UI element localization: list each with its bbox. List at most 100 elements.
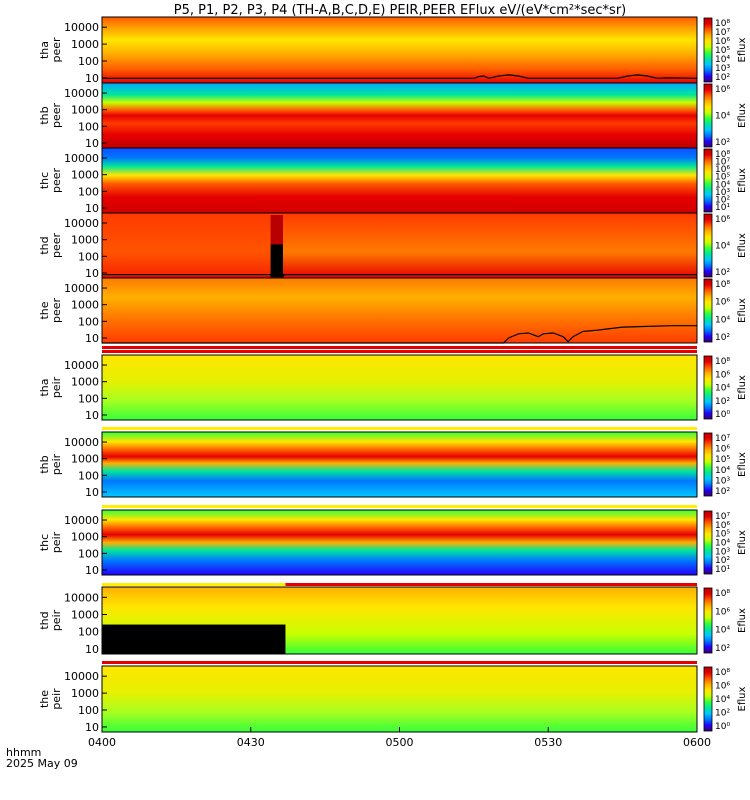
panel-frame xyxy=(101,277,698,344)
y-tick-label: 100 xyxy=(78,185,99,198)
colorbar-tick-label: 10³ xyxy=(715,188,730,198)
colorbar-label: Eflux xyxy=(737,103,748,128)
colorbar-tick-label: 10⁷ xyxy=(715,512,730,522)
x-tick-label: 0600 xyxy=(683,736,711,749)
colorbar xyxy=(703,432,713,497)
mode-bar xyxy=(102,505,697,508)
y-tick-label: 1000 xyxy=(71,38,99,51)
colorbar-tick-label: 10⁵ xyxy=(715,530,730,540)
colorbar-tick-label: 10² xyxy=(715,644,730,654)
colorbar-tick-label: 10⁰ xyxy=(715,722,730,732)
colorbar-label: Eflux xyxy=(737,375,748,400)
colorbar-tick-label: 10⁴ xyxy=(715,112,730,122)
colorbar xyxy=(703,278,713,343)
colorbar-tick-label: 10⁴ xyxy=(715,55,730,65)
colorbar-tick-label: 10³ xyxy=(715,64,730,74)
y-axis-label: thdpeir xyxy=(38,609,63,631)
colorbar-tick-label: 10² xyxy=(715,709,730,719)
y-tick-label: 10 xyxy=(85,267,99,280)
colorbar-tick-label: 10¹ xyxy=(715,203,730,213)
colorbar-tick-label: 10⁶ xyxy=(715,370,730,380)
y-tick-label: 1000 xyxy=(71,376,99,389)
colorbar xyxy=(703,17,713,83)
y-tick-label: 10000 xyxy=(64,436,99,449)
spectrogram-image xyxy=(102,17,697,83)
y-tick-label: 10 xyxy=(85,409,99,422)
spectrogram-image xyxy=(102,355,697,420)
colorbar-tick-label: 10² xyxy=(715,195,730,205)
y-tick-label: 10000 xyxy=(64,514,99,527)
y-tick-label: 10000 xyxy=(64,591,99,604)
colorbar-tick-label: 10⁶ xyxy=(715,215,730,225)
mode-bar-red xyxy=(285,583,697,586)
potential-line xyxy=(102,325,697,344)
colorbar-tick-label: 10⁴ xyxy=(715,695,730,705)
panel-thc-peir: 10000 1000 100 10 thcpeir 10⁷10⁶10⁵10⁴10³10²1… xyxy=(38,505,748,577)
y-tick-label: 10000 xyxy=(64,152,99,165)
colorbar-tick-label: 10² xyxy=(715,138,730,148)
colorbar xyxy=(703,213,713,278)
colorbar-tick-label: 10⁸ xyxy=(715,150,730,160)
colorbar-tick-label: 10⁶ xyxy=(715,37,730,47)
y-tick-label: 10000 xyxy=(64,21,99,34)
x-axis: 0400 0430 0500 0530 0600 xyxy=(88,727,711,749)
mode-bar-yellow xyxy=(102,583,286,586)
y-tick-label: 100 xyxy=(78,315,99,328)
y-tick-label: 1000 xyxy=(71,453,99,466)
y-tick-label: 10 xyxy=(85,643,99,656)
colorbar-tick-label: 10⁸ xyxy=(715,357,730,367)
colorbar-label: Eflux xyxy=(737,233,748,258)
y-tick-label: 10000 xyxy=(64,282,99,295)
colorbar xyxy=(703,355,713,420)
colorbar-tick-label: 10⁴ xyxy=(715,242,730,252)
colorbar-tick-label: 10⁵ xyxy=(715,46,730,56)
panel-the-peer: 10000 1000 100 10 thepeer 10⁸ 10⁶ 10⁴ 10² Eflux xyxy=(38,277,748,349)
y-tick-label: 1000 xyxy=(71,299,99,312)
panels-group: 10000100010010thapeer10⁸10⁷10⁶10⁵10⁴10³1… xyxy=(38,16,748,734)
colorbar-tick-label: 10² xyxy=(715,556,730,566)
colorbar-tick-label: 10² xyxy=(715,333,730,343)
y-axis-label: thepeir xyxy=(38,688,63,710)
y-tick-label: 100 xyxy=(78,55,99,68)
spectrogram-image xyxy=(102,666,697,732)
colorbar-tick-label: 10⁰ xyxy=(715,410,730,420)
y-axis-label: thbpeir xyxy=(38,453,63,475)
colorbar-tick-label: 10⁶ xyxy=(715,521,730,531)
y-tick-label: 10 xyxy=(85,72,99,85)
colorbar-tick-label: 10⁴ xyxy=(715,180,730,190)
y-axis-label: thcpeir xyxy=(38,531,63,553)
colorbar-label: Eflux xyxy=(737,608,748,633)
y-tick-label: 10 xyxy=(85,202,99,215)
y-axis-label: thbpeer xyxy=(38,103,63,129)
panel-thb-peer: 10000 1000 100 10 thbpeer 10⁶ 10⁴ 10² Eflux xyxy=(38,82,748,150)
y-tick-label: 1000 xyxy=(71,609,99,622)
y-axis-label: thepeer xyxy=(38,298,63,324)
colorbar xyxy=(703,666,713,732)
y-tick-label: 10 xyxy=(85,486,99,499)
y-tick-label: 10000 xyxy=(64,359,99,372)
colorbar-tick-label: 10² xyxy=(715,397,730,407)
potential-line xyxy=(102,274,697,278)
x-tick-label: 0400 xyxy=(88,736,116,749)
figure-title: P5, P1, P2, P3, P4 (TH-A,B,C,D,E) PEIR,P… xyxy=(174,3,627,18)
mode-bar xyxy=(102,427,697,430)
y-tick-label: 10 xyxy=(85,137,99,150)
colorbar-tick-label: 10⁴ xyxy=(715,384,730,394)
colorbar-tick-label: 10⁸ xyxy=(715,280,730,290)
x-tick-label: 0500 xyxy=(386,736,414,749)
colorbar xyxy=(703,83,713,148)
potential-line xyxy=(102,74,698,79)
colorbar-tick-label: 10⁸ xyxy=(715,668,730,678)
colorbar-tick-label: 10² xyxy=(715,73,730,83)
colorbar-tick-label: 10³ xyxy=(715,476,730,486)
y-tick-label: 10000 xyxy=(64,670,99,683)
y-axis-label: thapeer xyxy=(38,37,63,63)
panel-thd-peir: 10000 1000 100 10 thdpeir 10⁸ 10⁶ 10⁴ 10² Eflux xyxy=(38,583,748,656)
y-tick-label: 10 xyxy=(85,721,99,734)
mode-bar xyxy=(102,346,697,349)
colorbar-label: Eflux xyxy=(737,37,748,62)
mode-bar xyxy=(102,661,697,664)
colorbar-tick-label: 10⁶ xyxy=(715,682,730,692)
